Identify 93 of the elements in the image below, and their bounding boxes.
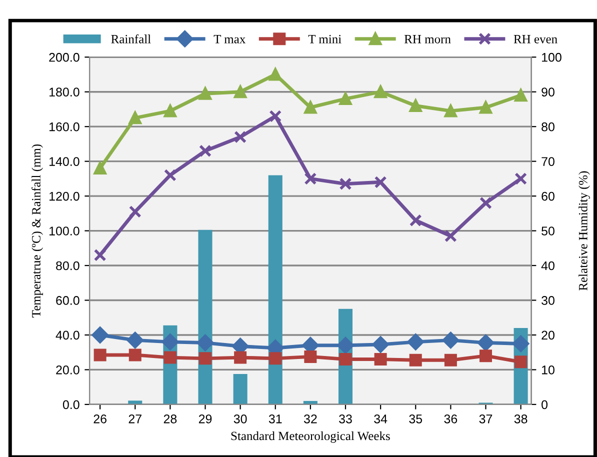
point (164, 168, 176, 182)
point (128, 348, 142, 362)
point (477, 334, 494, 352)
point (480, 350, 492, 362)
point (234, 86, 247, 98)
y2-tick-label: 70 (542, 157, 554, 166)
x-tick-label: 27 (128, 414, 142, 424)
y2-axis-title: Relateive Humidity (%) (578, 171, 590, 290)
point (339, 178, 352, 190)
x-tick-label: 31 (268, 414, 282, 424)
point (92, 326, 108, 344)
point (199, 87, 212, 100)
x-tick-label: 26 (94, 414, 106, 424)
y-tick-label: 160.0 (50, 122, 80, 132)
point (94, 248, 106, 262)
point (304, 350, 317, 363)
legend-label: T max (214, 35, 246, 44)
point (199, 352, 212, 365)
point (480, 101, 492, 114)
y2-tick-label: 40 (541, 261, 554, 270)
x-tick-label: 30 (234, 414, 247, 424)
point (372, 336, 389, 353)
point (444, 354, 457, 366)
point (514, 89, 528, 102)
point (339, 92, 352, 106)
point (126, 332, 144, 348)
x-tick-label: 35 (409, 414, 422, 424)
y-axis-title: Temperatrue (ºC) & Rainfall (mm) (32, 144, 43, 318)
point (164, 351, 176, 364)
point (339, 353, 352, 366)
point (269, 68, 282, 81)
y-tick-label: 180.0 (50, 88, 80, 97)
point (234, 130, 247, 144)
point (514, 356, 528, 368)
point (374, 86, 387, 98)
x-tick-label: 28 (164, 414, 177, 424)
y2-tick-label: 20 (542, 330, 554, 340)
y2-tick-label: 50 (542, 226, 554, 236)
y-tick-label: 20.0 (56, 366, 80, 374)
legend-label: RH morn (404, 35, 451, 44)
point (128, 205, 142, 218)
y-tick-label: 60.0 (56, 296, 80, 305)
x-tick-label: 29 (198, 414, 212, 424)
point (94, 348, 106, 362)
y-tick-label: 120.0 (50, 192, 80, 201)
y2-tick-label: 60 (542, 192, 554, 201)
point (164, 104, 176, 118)
point (234, 351, 247, 364)
y-tick-label: 40.0 (56, 330, 80, 340)
bar (233, 374, 248, 404)
point (407, 334, 424, 350)
point (162, 334, 178, 350)
point (480, 196, 492, 210)
y-tick-label: 100.0 (50, 226, 80, 236)
legend-label: T mini (308, 34, 342, 44)
point (409, 354, 422, 366)
point (199, 144, 212, 158)
x-tick-label: 37 (479, 414, 492, 424)
x-tick-label: 33 (339, 414, 352, 424)
y2-tick-label: 100 (542, 52, 562, 62)
y2-tick-label: 10 (542, 366, 554, 374)
x-tick-label: 34 (374, 414, 388, 424)
y-tick-label: 140.0 (50, 157, 80, 166)
y-tick-label: 0.0 (62, 400, 80, 410)
point (374, 176, 387, 188)
point (304, 172, 317, 185)
legend-label: Rainfall (111, 34, 151, 44)
x-tick-label: 36 (444, 414, 458, 424)
x-axis-title: Standard Meteorological Weeks (231, 431, 390, 443)
point (514, 172, 528, 185)
point (442, 332, 459, 348)
point (444, 104, 457, 118)
y-tick-label: 80.0 (56, 261, 80, 270)
y2-tick-label: 0 (542, 400, 548, 410)
bar (268, 175, 282, 404)
point (269, 110, 282, 122)
y2-tick-label: 90 (542, 88, 554, 97)
point (374, 353, 387, 366)
point (196, 334, 214, 352)
point (128, 112, 142, 124)
point (444, 230, 457, 242)
point (337, 337, 354, 354)
x-tick-label: 38 (514, 414, 528, 424)
point (269, 352, 282, 365)
y2-tick-label: 80 (542, 122, 554, 132)
x-tick-label: 32 (304, 414, 317, 424)
point (512, 335, 530, 352)
bar (128, 400, 142, 404)
legend-label: RH even (514, 35, 558, 44)
point (304, 101, 317, 114)
y-tick-label: 200.0 (49, 52, 80, 62)
point (409, 214, 422, 227)
y2-tick-label: 30 (542, 296, 554, 305)
